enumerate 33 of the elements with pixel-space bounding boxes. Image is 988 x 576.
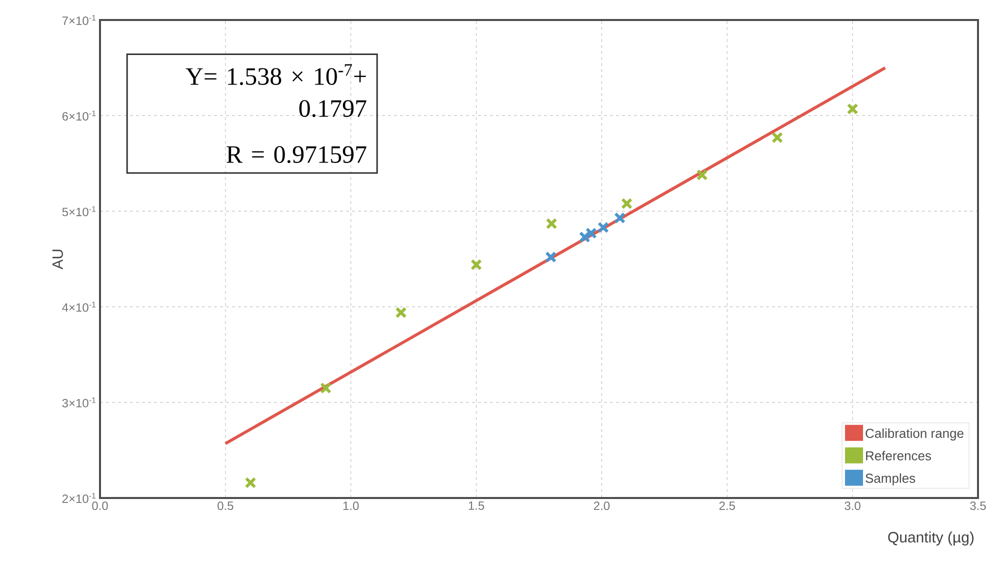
point	[621, 198, 633, 210]
legend-label: References	[866, 450, 932, 460]
point	[470, 258, 482, 270]
point	[597, 222, 609, 234]
x-tick-label: 0.5	[218, 502, 234, 510]
point	[772, 132, 784, 144]
x-tick-label: 2.5	[719, 502, 735, 510]
annotation: R = 0.971597	[226, 146, 366, 164]
y-tick-label: 4×10$^{-1}$	[62, 302, 96, 312]
y-tick-label: 3×10$^{-1}$	[62, 397, 96, 408]
point	[846, 103, 858, 115]
y-axis-title: AU	[52, 250, 63, 270]
legend-label: Calibration range	[866, 428, 964, 441]
point	[696, 169, 708, 181]
point	[546, 218, 558, 230]
x-tick-label: 3.0	[844, 502, 860, 510]
x-tick-label: 1.0	[343, 502, 359, 510]
x-tick-label: 1.5	[468, 502, 484, 510]
annotation: Y= 1.538 × 10$^{-7}$+ 0.1797	[186, 64, 366, 118]
point	[545, 251, 557, 263]
x-tick-label: 0.0	[92, 502, 108, 510]
y-tick-label: 7×10$^{-1}$	[62, 15, 96, 25]
x-tick-label: 3.5	[970, 502, 986, 510]
legend-label: Samples	[866, 473, 916, 486]
x-tick-label: 2.0	[594, 502, 610, 510]
point	[320, 382, 332, 394]
point	[244, 476, 256, 488]
point	[395, 306, 407, 318]
y-tick-label: 2×10$^{-1}$	[62, 493, 96, 503]
y-tick-label: 6×10$^{-1}$	[62, 110, 96, 121]
point	[614, 212, 626, 224]
y-tick-label: 5×10$^{-1}$	[62, 206, 96, 216]
x-axis-title: Quantity (µg)	[888, 532, 974, 546]
